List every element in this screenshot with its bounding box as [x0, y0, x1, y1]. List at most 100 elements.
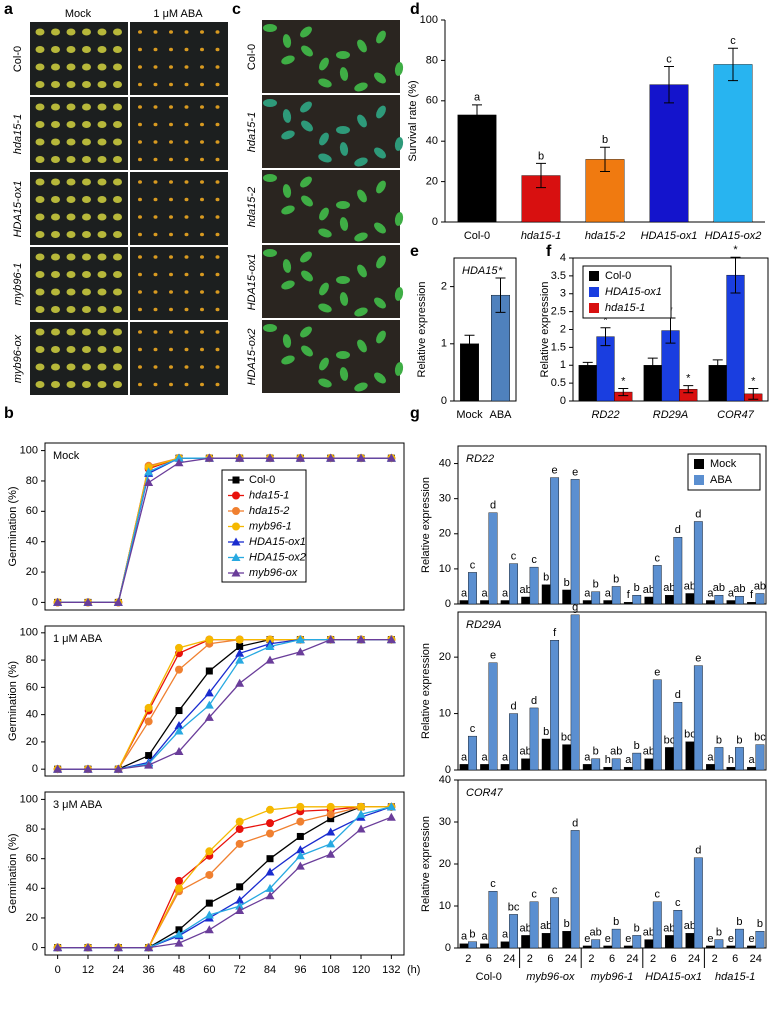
plant	[263, 249, 277, 257]
bar	[509, 563, 518, 605]
marker	[356, 635, 366, 644]
marker	[205, 847, 214, 856]
significance-label: ab	[733, 583, 745, 595]
marker	[356, 809, 366, 818]
y-tick-label: 0	[432, 216, 438, 228]
marker	[295, 635, 305, 644]
seedling	[138, 382, 142, 387]
seedling	[82, 271, 91, 278]
plant	[301, 345, 313, 357]
seedling	[82, 28, 91, 36]
seedling	[66, 178, 76, 186]
plant	[357, 339, 367, 353]
marker	[144, 703, 153, 712]
significance-label: a	[502, 587, 509, 599]
seedling	[97, 288, 107, 296]
seedling	[35, 346, 45, 353]
plant	[354, 307, 368, 317]
significance-label: d	[572, 817, 578, 829]
seedling	[200, 105, 204, 109]
error-bar	[730, 256, 741, 294]
seedling	[82, 46, 91, 53]
plant	[263, 174, 277, 182]
x-tick-label: 24	[503, 953, 515, 965]
significance-label: ab	[684, 580, 696, 592]
y-axis-label: Germination (%)	[7, 833, 19, 913]
plant	[374, 147, 386, 159]
y-tick-label: 20	[26, 912, 38, 924]
seedling	[66, 346, 76, 353]
error-bar	[582, 361, 593, 369]
plant	[301, 45, 313, 57]
seedling	[138, 215, 142, 219]
seedling	[82, 231, 91, 238]
plant	[394, 62, 404, 76]
y-tick-label: 3	[560, 288, 566, 300]
seedling	[169, 65, 173, 69]
bar	[664, 595, 674, 605]
seedling	[153, 365, 158, 369]
significance-label: b	[593, 579, 599, 591]
seedling	[97, 346, 107, 353]
bar	[468, 941, 477, 949]
seedling	[200, 82, 204, 87]
significance-label: b	[634, 922, 640, 934]
seedling	[138, 47, 142, 52]
bar	[459, 764, 469, 771]
seedling	[184, 307, 189, 312]
marker	[265, 641, 275, 650]
seedling	[215, 255, 220, 259]
y-tick-label: 80	[426, 54, 438, 66]
seedling	[51, 196, 60, 203]
y-tick-label: 2.5	[551, 306, 566, 318]
significance-label: c	[511, 551, 517, 563]
plant	[354, 232, 368, 242]
seedling	[215, 157, 220, 162]
x-tick-label: 6	[732, 953, 738, 965]
plant	[301, 195, 313, 207]
bar	[582, 945, 592, 949]
seedling	[200, 330, 204, 334]
marker	[174, 876, 183, 885]
significance-label: b	[757, 918, 763, 930]
seedling	[51, 306, 60, 313]
bar	[603, 945, 613, 949]
significance-label: d	[510, 700, 516, 712]
y-tick-label: 60	[426, 95, 438, 107]
marker	[326, 839, 336, 848]
marker	[296, 802, 305, 811]
bar	[649, 84, 689, 223]
marker	[204, 925, 214, 934]
seedling	[184, 105, 189, 109]
seedling	[138, 307, 142, 312]
seedling	[66, 196, 76, 203]
x-tick-label: 24	[565, 953, 577, 965]
y-tick-label: 100	[20, 793, 38, 805]
significance-label: a	[584, 587, 591, 599]
seedling	[215, 330, 220, 334]
significance-label: d	[675, 689, 681, 701]
y-axis-label: Relative expression	[416, 282, 428, 378]
bar	[541, 738, 551, 771]
bar	[726, 274, 745, 402]
plant	[354, 82, 368, 92]
seedling	[97, 381, 107, 388]
seedling	[82, 121, 91, 128]
x-tick-label: 6	[547, 953, 553, 965]
series-line	[57, 806, 392, 949]
seedling	[66, 63, 76, 71]
seedling	[35, 178, 45, 186]
x-tick-label: HDA15-ox1	[641, 230, 698, 242]
bar	[747, 766, 756, 771]
significance-label: ab	[610, 746, 622, 758]
seedling	[184, 47, 189, 52]
plant	[376, 105, 386, 119]
bar	[735, 747, 744, 771]
marker	[386, 812, 396, 821]
seedling	[169, 47, 173, 52]
y-tick-label: 40	[26, 709, 38, 721]
annotation: HDA15	[462, 265, 498, 277]
bar	[500, 600, 510, 605]
seedling	[66, 213, 76, 221]
significance-label: d	[531, 695, 537, 707]
